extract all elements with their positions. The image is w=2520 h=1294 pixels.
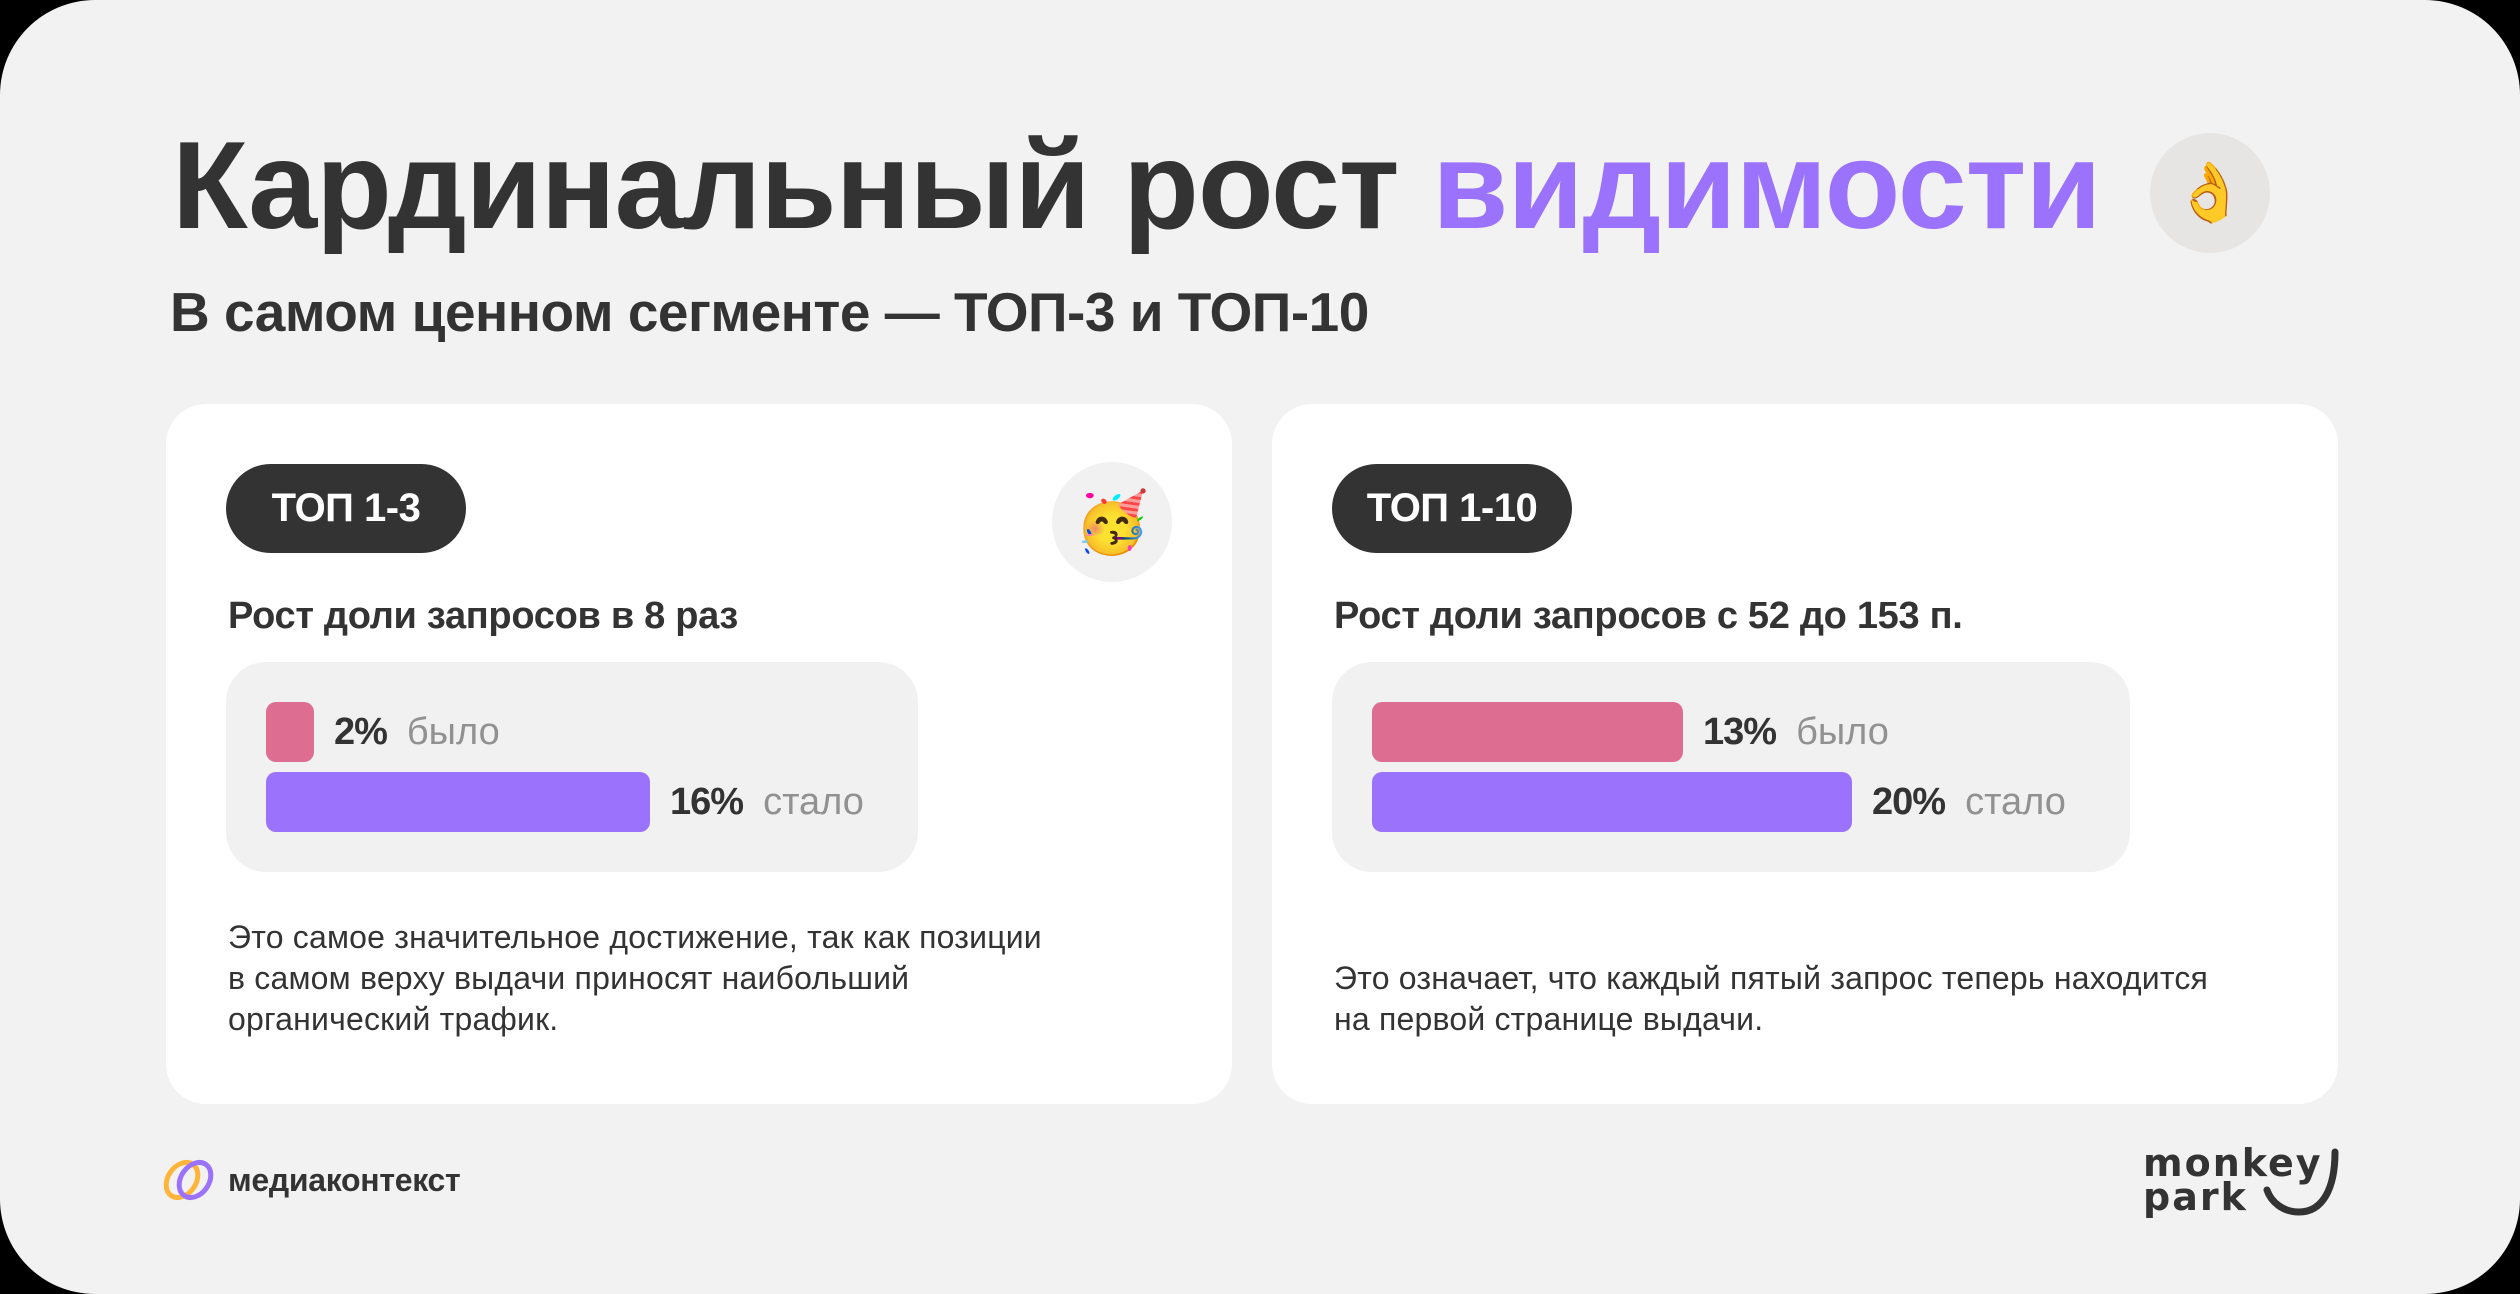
card-top-3: ТОП 1-3 🥳 Рост доли запросов в 8 раз 2% …	[166, 404, 1232, 1104]
bar-label: стало	[1965, 780, 2066, 823]
bar-label: было	[406, 710, 500, 753]
bar-label: стало	[763, 780, 864, 823]
bar-after	[1372, 772, 1852, 832]
bar-before	[1372, 702, 1683, 762]
bar-after	[266, 772, 650, 832]
card-description: Это означает, что каждый пятый запрос те…	[1334, 960, 2209, 1037]
card-top-10: ТОП 1-10 Рост доли запросов с 52 до 153 …	[1272, 404, 2338, 1104]
bar-row-after: 20% стало	[1372, 772, 2066, 832]
bar-value: 2%	[334, 710, 388, 753]
mediacontext-rings-icon	[163, 1159, 214, 1201]
ok-hand-icon: 👌	[2150, 133, 2270, 253]
card-heading: Рост доли запросов в 8 раз	[228, 595, 739, 637]
title-main: Кардинальный рост	[172, 117, 1433, 255]
mediacontext-logo: медиаконтекст	[162, 1158, 461, 1202]
bar-row-after: 16% стало	[266, 772, 864, 832]
monkey-park-line2: park	[2143, 1175, 2248, 1219]
title-accent: видимости	[1432, 117, 2102, 255]
bar-value: 20%	[1872, 780, 1946, 823]
page-title: Кардинальный рост видимости	[172, 116, 2102, 256]
badge-top-1-3: ТОП 1-3	[226, 464, 466, 553]
bar-chart-top-10: 13% было 20% стало	[1332, 662, 2130, 872]
party-face-icon: 🥳	[1052, 462, 1172, 582]
monkey-park-line1: monkey	[2143, 1141, 2323, 1185]
bar-before	[266, 702, 314, 762]
party-face-emoji: 🥳	[1074, 488, 1150, 556]
bar-row-before: 13% было	[1372, 702, 1889, 762]
page-subtitle: В самом ценном сегменте — ТОП-3 и ТОП-10	[170, 281, 1369, 343]
bar-row-before: 2% было	[266, 702, 500, 762]
bar-value: 13%	[1703, 710, 1777, 753]
monkey-park-logo: monkey park	[2143, 1144, 2343, 1224]
badge-top-1-10: ТОП 1-10	[1332, 464, 1572, 553]
ok-hand-emoji: 👌	[2173, 160, 2247, 225]
mediacontext-wordmark: медиаконтекст	[228, 1161, 461, 1198]
bar-chart-top-3: 2% было 16% стало	[226, 662, 918, 872]
card-description: Это самое значительное достижение, так к…	[228, 919, 1042, 1037]
bar-value: 16%	[670, 780, 744, 823]
smile-curve-icon	[2263, 1148, 2339, 1216]
bar-label: было	[1796, 710, 1889, 753]
card-heading: Рост доли запросов с 52 до 153 п.	[1334, 595, 1963, 637]
